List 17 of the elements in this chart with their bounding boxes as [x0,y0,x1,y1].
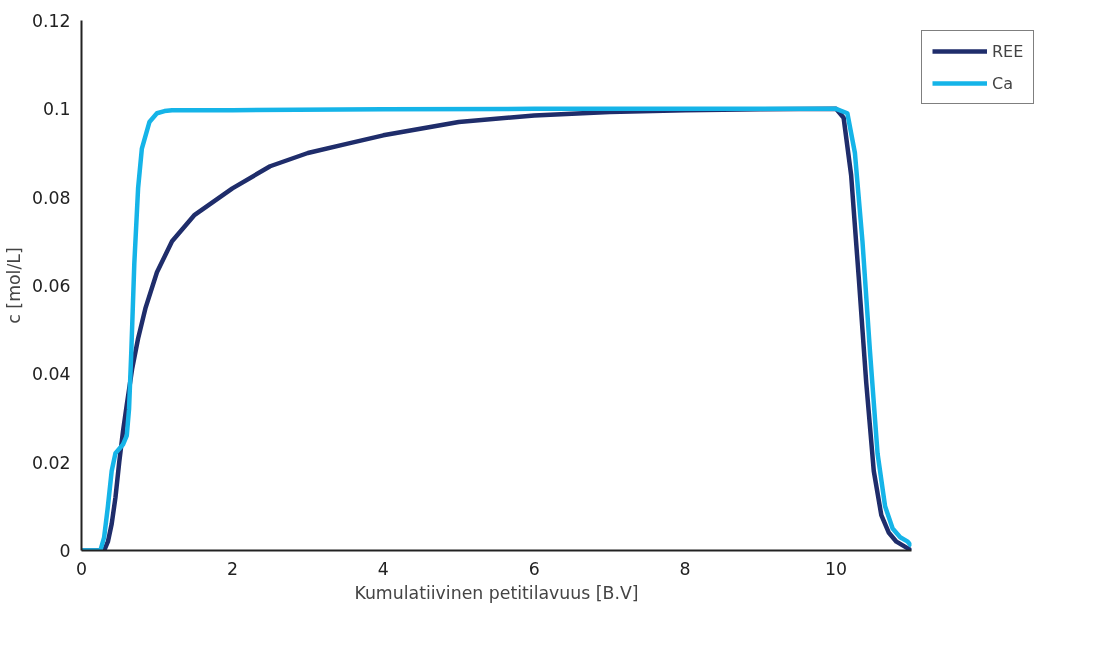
y-tick-label: 0.08 [31,187,71,208]
x-axis-title: Kumulatiivinen petitilavuus [B.V] [354,582,639,603]
y-tick-label: 0.1 [42,99,71,120]
y-tick-label: 0.12 [31,11,71,31]
x-tick-label: 8 [679,558,691,579]
x-tick-label: 2 [226,558,238,579]
y-tick-label: 0.02 [31,452,71,473]
legend-label: Ca [992,73,1013,93]
y-tick-label: 0.06 [31,276,71,296]
x-tick-label: 6 [528,558,540,579]
y-tick-label: 0.04 [31,364,71,385]
legend-label: REE [992,41,1024,61]
x-tick-label: 4 [377,558,389,579]
x-tick-label: 0 [75,558,88,579]
y-tick-label: 0 [59,541,71,561]
y-axis-title: c [mol/L] [3,247,24,324]
x-tick-label: 10 [825,558,848,579]
